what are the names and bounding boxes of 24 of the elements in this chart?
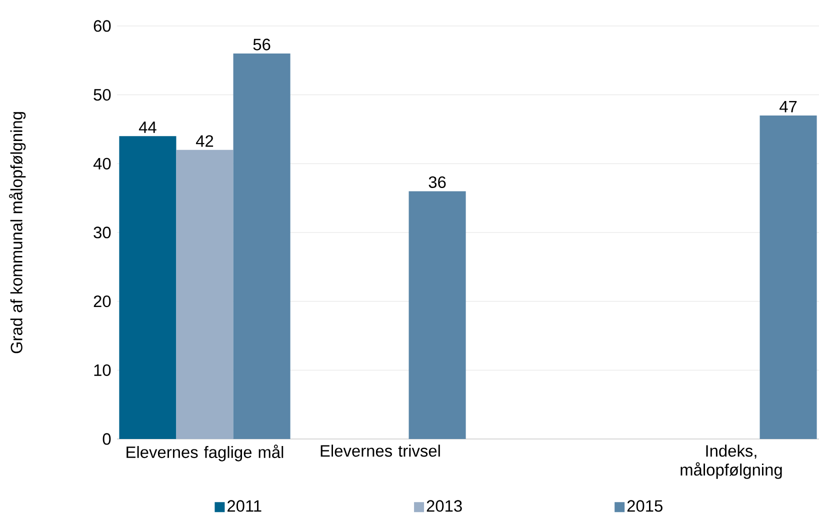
legend-label: 2015: [627, 500, 662, 512]
x-tick-label: Indeks, målopfølgning: [680, 444, 782, 479]
y-tick-label: 0: [102, 433, 111, 445]
x-tick-label: Elevernes trivsel: [320, 444, 440, 457]
data-label: 42: [196, 135, 214, 147]
y-tick-label: 10: [94, 364, 111, 376]
data-label: 44: [138, 122, 156, 133]
legend-label: 2013: [426, 500, 462, 512]
data-label: 47: [780, 100, 797, 112]
legend-label: 2011: [228, 500, 262, 512]
data-label: 36: [428, 176, 446, 188]
y-axis-title: Grad af kommunal målopfølgning: [8, 112, 26, 354]
bar: [760, 115, 817, 439]
y-tick-label: 40: [93, 158, 111, 170]
bar: [176, 150, 234, 439]
bar: [233, 54, 290, 439]
bar: [408, 191, 466, 439]
data-label: 56: [253, 38, 270, 50]
x-tick-label: Elevernes faglige mål: [126, 444, 284, 462]
y-tick-label: 60: [94, 20, 111, 32]
y-tick-label: 20: [94, 295, 111, 308]
bar: [119, 136, 176, 439]
y-tick-label: 30: [94, 226, 111, 238]
y-tick-label: 50: [94, 89, 111, 101]
